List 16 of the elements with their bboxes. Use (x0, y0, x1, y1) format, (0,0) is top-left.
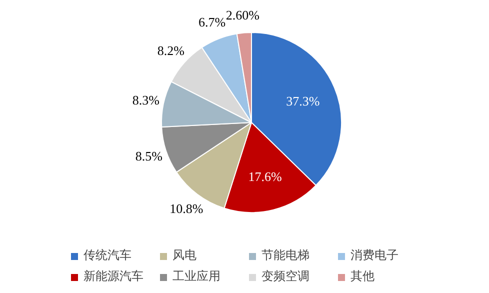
legend-label: 节能电梯 (262, 247, 310, 264)
data-label: 8.3% (132, 92, 160, 108)
legend-label: 风电 (172, 247, 198, 264)
legend-label: 工业应用 (172, 268, 222, 285)
legend-label: 消费电子 (350, 247, 400, 264)
data-label: 2.60% (226, 7, 260, 22)
data-label: 37.3% (286, 93, 320, 108)
legend-label: 其他 (350, 268, 376, 285)
data-label: 8.2% (157, 43, 185, 58)
legend-label: 新能源汽车 (84, 268, 144, 285)
legend-label: 变频空调 (262, 268, 310, 285)
data-label: 10.8% (170, 201, 204, 216)
legend-label: 传统汽车 (84, 247, 132, 264)
data-label: 8.5% (135, 148, 163, 164)
data-label: 17.6% (248, 169, 282, 184)
data-label: 6.7% (198, 14, 226, 30)
